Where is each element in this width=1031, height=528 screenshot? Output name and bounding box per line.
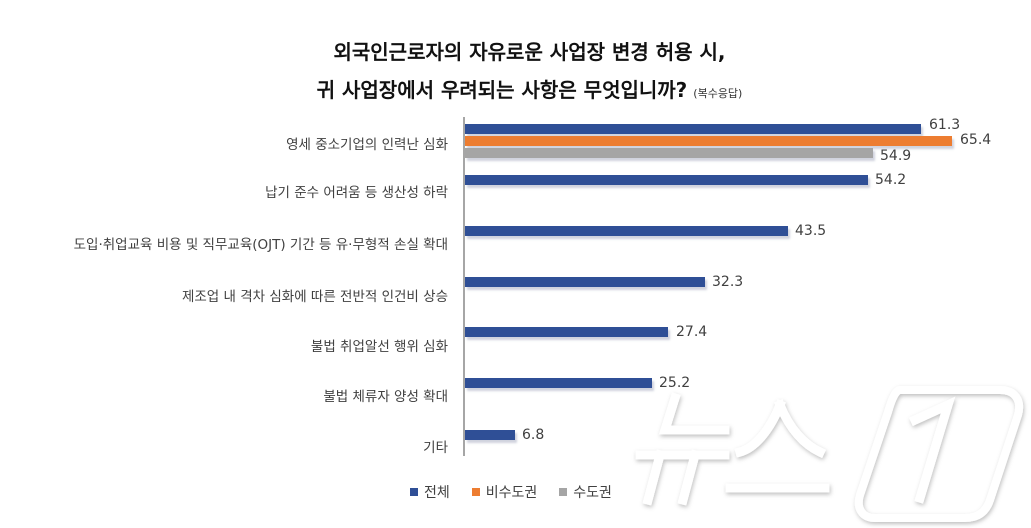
legend-label: 비수도권 — [485, 485, 538, 501]
multiple-response-note: (복수응답) — [693, 87, 743, 100]
category-label: 영세 중소기업의 인력난 심화 — [286, 137, 448, 153]
category-label: 기타 — [423, 440, 448, 456]
legend-item-total: 전체 — [410, 482, 450, 502]
bar-total — [465, 226, 788, 236]
value-label: 6.8 — [522, 427, 545, 443]
value-label: 65.4 — [960, 132, 992, 148]
bar-total — [465, 277, 705, 287]
bar-total — [465, 378, 652, 388]
bar-non-metro — [465, 136, 952, 146]
legend-swatch-icon — [559, 488, 568, 496]
legend-label: 전체 — [424, 485, 450, 501]
bar-total — [465, 327, 668, 337]
bar-total — [465, 430, 515, 440]
value-label: 43.5 — [795, 223, 827, 239]
value-label: 61.3 — [929, 117, 961, 133]
bar-total — [465, 175, 868, 185]
category-axis — [463, 117, 465, 456]
value-label: 32.3 — [712, 274, 744, 290]
svg-text:뉴스1: 뉴스1 — [630, 360, 670, 364]
legend-swatch-icon — [410, 488, 418, 496]
value-label: 27.4 — [676, 324, 708, 340]
value-label: 54.9 — [880, 148, 912, 164]
chart-title-line1: 외국인근로자의 자유로운 사업장 변경 허용 시, — [333, 40, 726, 64]
value-label: 54.2 — [875, 172, 907, 188]
chart-title-question: 귀 사업장에서 우려되는 사항은 무엇입니까? — [316, 78, 688, 102]
legend-swatch-icon — [471, 488, 480, 496]
bar-metro — [465, 148, 873, 158]
chart-title-line2: 귀 사업장에서 우려되는 사항은 무엇입니까? (복수응답) — [14, 74, 1031, 103]
legend-item-metro: 수도권 — [559, 482, 612, 502]
value-label: 25.2 — [659, 375, 691, 391]
legend-item-non-metro: 비수도권 — [471, 482, 538, 502]
category-label: 제조업 내 격차 심화에 따른 전반적 인건비 상승 — [181, 289, 448, 305]
legend-label: 수도권 — [573, 485, 612, 501]
category-label: 불법 체류자 양성 확대 — [323, 389, 448, 405]
category-label: 납기 준수 어려움 등 생산성 하락 — [265, 185, 448, 201]
category-label: 불법 취업알선 행위 심화 — [310, 339, 448, 355]
bar-total — [465, 124, 921, 134]
chart-legend: 전체 비수도권 수도권 — [410, 482, 612, 502]
category-label: 도입·취업교육 비용 및 직무교육(OJT) 기간 등 유·무형적 손실 확대 — [73, 237, 448, 253]
